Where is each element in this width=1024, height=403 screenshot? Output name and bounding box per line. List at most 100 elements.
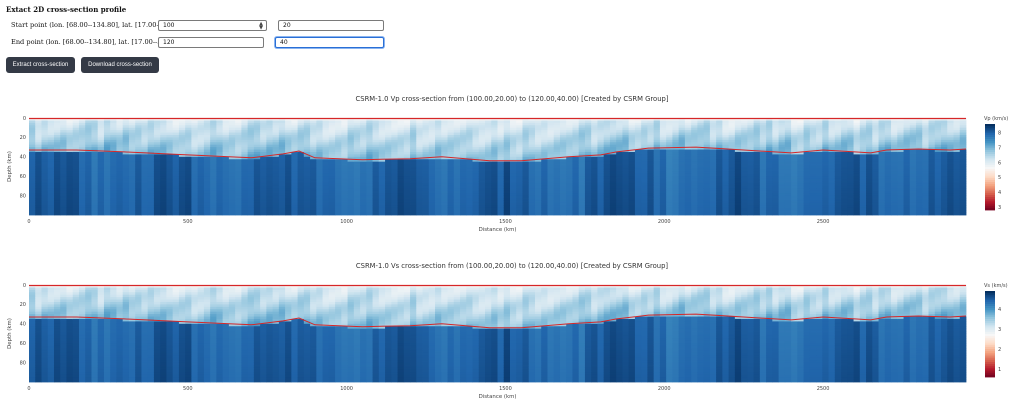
- heatmap-cell: [141, 166, 149, 170]
- heatmap-cell: [297, 200, 305, 204]
- heatmap-cell: [672, 198, 680, 201]
- heatmap-cell: [353, 173, 361, 177]
- heatmap-cell: [147, 164, 155, 167]
- heatmap-cell: [278, 118, 286, 121]
- heatmap-cell: [310, 127, 317, 131]
- heatmap-cell: [60, 202, 67, 206]
- heatmap-cell: [397, 139, 405, 143]
- heatmap-cell: [553, 120, 561, 124]
- heatmap-cell: [197, 173, 205, 177]
- heatmap-cell: [272, 166, 280, 170]
- heatmap-cell: [260, 171, 267, 175]
- heatmap-cell: [766, 212, 773, 216]
- heatmap-cell: [285, 173, 292, 177]
- heatmap-cell: [116, 202, 124, 206]
- heatmap-cell: [422, 185, 430, 189]
- heatmap-cell: [784, 168, 792, 172]
- end-lat-input[interactable]: 40: [275, 37, 384, 48]
- heatmap-cell: [60, 120, 67, 124]
- heatmap-cell: [591, 151, 598, 155]
- heatmap-cell: [385, 190, 392, 194]
- heatmap-cell: [222, 154, 230, 158]
- heatmap-cell: [316, 154, 323, 158]
- heatmap-cell: [110, 132, 117, 136]
- heatmap-cell: [228, 185, 236, 189]
- heatmap-cell: [553, 168, 561, 172]
- heatmap-cell: [347, 207, 355, 211]
- heatmap-cell: [141, 176, 149, 180]
- heatmap-cell: [547, 181, 555, 184]
- heatmap-cell: [703, 159, 711, 163]
- heatmap-cell: [160, 171, 167, 175]
- heatmap-cell: [203, 212, 211, 216]
- heatmap-cell: [72, 144, 80, 148]
- heatmap-cell: [172, 190, 180, 194]
- heatmap-cell: [647, 173, 655, 177]
- heatmap-cell: [659, 173, 667, 177]
- heatmap-cell: [572, 183, 580, 187]
- heatmap-cell: [85, 144, 92, 148]
- spinner-icon[interactable]: ▲ ▼: [259, 21, 263, 31]
- heatmap-cell: [47, 147, 55, 150]
- heatmap-cell: [634, 137, 642, 141]
- heatmap-cell: [391, 200, 398, 204]
- heatmap-cell: [228, 139, 236, 143]
- heatmap-cell: [453, 183, 461, 187]
- heatmap-cell: [684, 195, 692, 199]
- heatmap-cell: [422, 127, 430, 131]
- heatmap-cell: [647, 156, 655, 160]
- heatmap-cell: [803, 154, 811, 158]
- heatmap-cell: [497, 176, 505, 180]
- heatmap-cell: [435, 190, 442, 194]
- heatmap-cell: [141, 159, 149, 163]
- heatmap-cell: [528, 127, 536, 131]
- heatmap-cell: [178, 125, 186, 129]
- heatmap-cell: [728, 193, 736, 196]
- heatmap-cell: [278, 176, 286, 180]
- heatmap-cell: [385, 125, 392, 129]
- heatmap-cell: [697, 132, 705, 136]
- heatmap-cell: [553, 200, 561, 204]
- heatmap-cell: [453, 118, 461, 121]
- start-lon-input[interactable]: 100 ▲ ▼: [158, 20, 267, 31]
- heatmap-cell: [741, 161, 748, 165]
- heatmap-cell: [60, 190, 67, 194]
- heatmap-cell: [616, 173, 623, 177]
- end-lon-input[interactable]: 120: [158, 37, 264, 48]
- heatmap-cell: [266, 195, 274, 199]
- heatmap-cell: [597, 139, 605, 143]
- heatmap-cell: [147, 134, 155, 138]
- heatmap-cell: [628, 200, 636, 204]
- heatmap-cell: [241, 149, 249, 153]
- heatmap-cell: [166, 171, 174, 175]
- heatmap-cell: [166, 198, 174, 201]
- heatmap-cell: [135, 190, 142, 194]
- heatmap-cell: [228, 132, 236, 136]
- heatmap-cell: [178, 212, 186, 216]
- heatmap-cell: [691, 137, 698, 141]
- heatmap-cell: [103, 142, 111, 146]
- heatmap-cell: [335, 193, 342, 196]
- heatmap-cell: [784, 147, 792, 150]
- heatmap-cell: [153, 156, 161, 160]
- heatmap-cell: [328, 207, 336, 211]
- heatmap-cell: [66, 210, 74, 213]
- heatmap-cell: [385, 173, 392, 177]
- heatmap-cell: [285, 176, 292, 180]
- heatmap-cell: [766, 156, 773, 160]
- heatmap-cell: [791, 193, 798, 196]
- heatmap-cell: [622, 164, 630, 167]
- heatmap-cell: [628, 159, 636, 163]
- heatmap-cell: [103, 190, 111, 194]
- extract-cross-section-button[interactable]: Extract cross-section: [6, 57, 75, 73]
- heatmap-cell: [428, 156, 436, 160]
- heatmap-cell: [372, 200, 380, 204]
- heatmap-cell: [72, 202, 80, 206]
- heatmap-cell: [547, 142, 555, 146]
- start-lat-input[interactable]: 20: [278, 20, 384, 31]
- download-cross-section-button[interactable]: Download cross-section: [81, 57, 159, 73]
- heatmap-cell: [416, 132, 423, 136]
- heatmap-cell: [241, 147, 249, 150]
- heatmap-cell: [72, 164, 80, 167]
